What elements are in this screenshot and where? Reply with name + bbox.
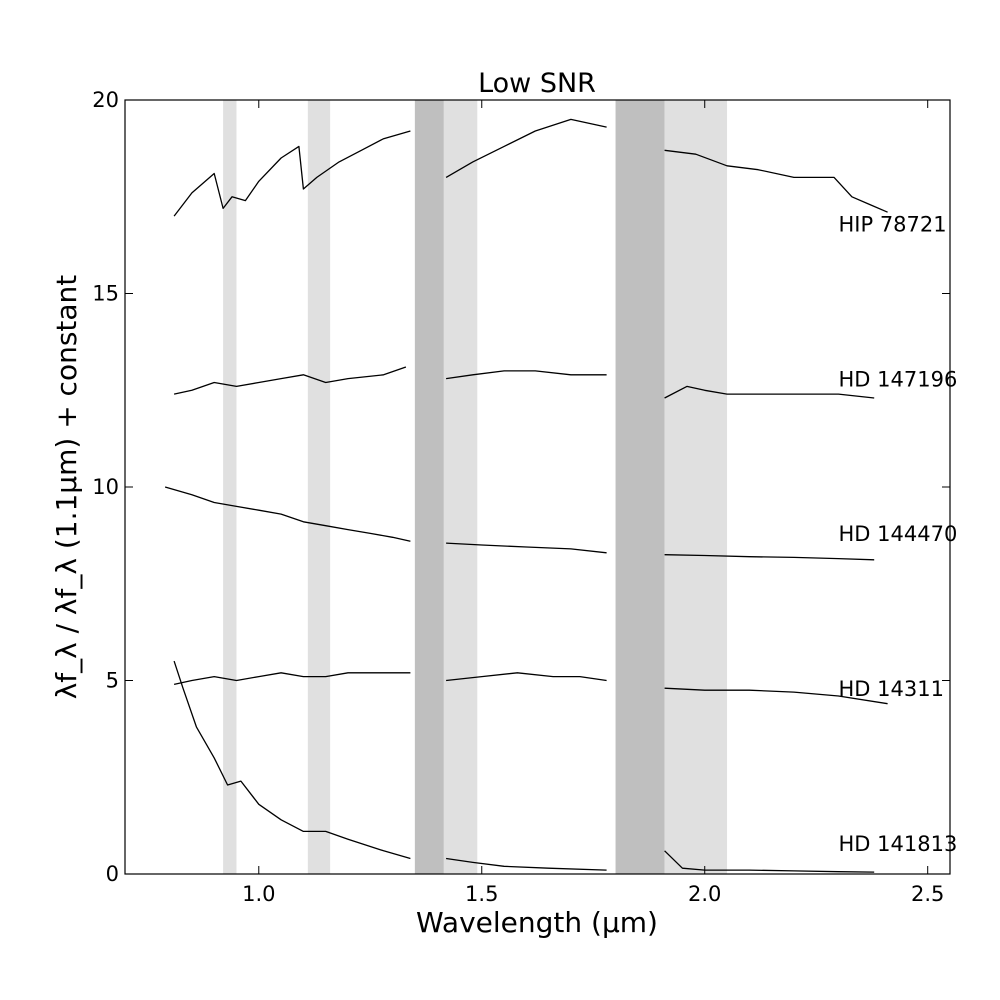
series-0 bbox=[173, 118, 888, 217]
series-0-segment-2 bbox=[664, 149, 888, 213]
series-4-segment-0 bbox=[173, 660, 411, 860]
series-label-3: HD 14311 bbox=[839, 677, 944, 701]
series-4 bbox=[173, 660, 875, 873]
series-3 bbox=[173, 672, 888, 705]
series-1 bbox=[173, 366, 875, 399]
series-3-segment-2 bbox=[664, 687, 888, 705]
x-tick-label: 1.5 bbox=[465, 882, 498, 906]
series-2-segment-2 bbox=[664, 554, 875, 561]
x-axis-label: Wavelength (μm) bbox=[416, 906, 658, 939]
series-2-segment-0 bbox=[164, 486, 411, 542]
series-4-segment-2 bbox=[664, 850, 875, 873]
y-tick-label: 10 bbox=[92, 475, 119, 499]
band-light-1 bbox=[307, 100, 331, 874]
band-light-5 bbox=[664, 100, 728, 874]
x-tick-label: 1.0 bbox=[242, 882, 275, 906]
x-tick-label: 2.5 bbox=[911, 882, 944, 906]
series-label-0: HIP 78721 bbox=[839, 213, 947, 237]
series-4-segment-1 bbox=[446, 857, 607, 871]
series-labels: HIP 78721 HD 147196 HD 144470 HD 14311 HD 14… bbox=[839, 213, 958, 856]
series-label-1: HD 147196 bbox=[839, 367, 958, 391]
y-tick-label: 5 bbox=[106, 669, 119, 693]
series-0-segment-1 bbox=[445, 118, 607, 178]
series-3-segment-1 bbox=[446, 672, 607, 682]
y-tick-label: 15 bbox=[92, 282, 119, 306]
chart-title: Low SNR bbox=[478, 68, 596, 99]
x-tick-label: 2.0 bbox=[688, 882, 721, 906]
series-1-segment-0 bbox=[173, 366, 407, 395]
band-dark-4 bbox=[615, 100, 665, 874]
series-0-segment-0 bbox=[173, 130, 411, 217]
series-3-segment-0 bbox=[173, 672, 411, 686]
band-dark-2 bbox=[414, 100, 444, 874]
series-1-segment-1 bbox=[446, 370, 607, 380]
spectra-series bbox=[164, 118, 888, 873]
y-tick-label: 20 bbox=[92, 88, 119, 112]
band-light-3 bbox=[443, 100, 478, 874]
shaded-bands bbox=[223, 100, 728, 874]
band-light-0 bbox=[223, 100, 237, 874]
series-2 bbox=[164, 486, 875, 561]
plot-frame bbox=[124, 99, 951, 875]
axis-ticks: 1.0 1.5 2.0 2.5 0 5 10 15 20 bbox=[92, 88, 950, 906]
series-label-2: HD 144470 bbox=[839, 522, 958, 546]
y-tick-label: 0 bbox=[106, 862, 119, 886]
y-axis-label: λf_λ / λf_λ (1.1μm) + constant bbox=[50, 275, 83, 700]
series-1-segment-2 bbox=[664, 385, 875, 399]
series-2-segment-1 bbox=[446, 542, 607, 554]
series-label-4: HD 141813 bbox=[839, 832, 958, 856]
